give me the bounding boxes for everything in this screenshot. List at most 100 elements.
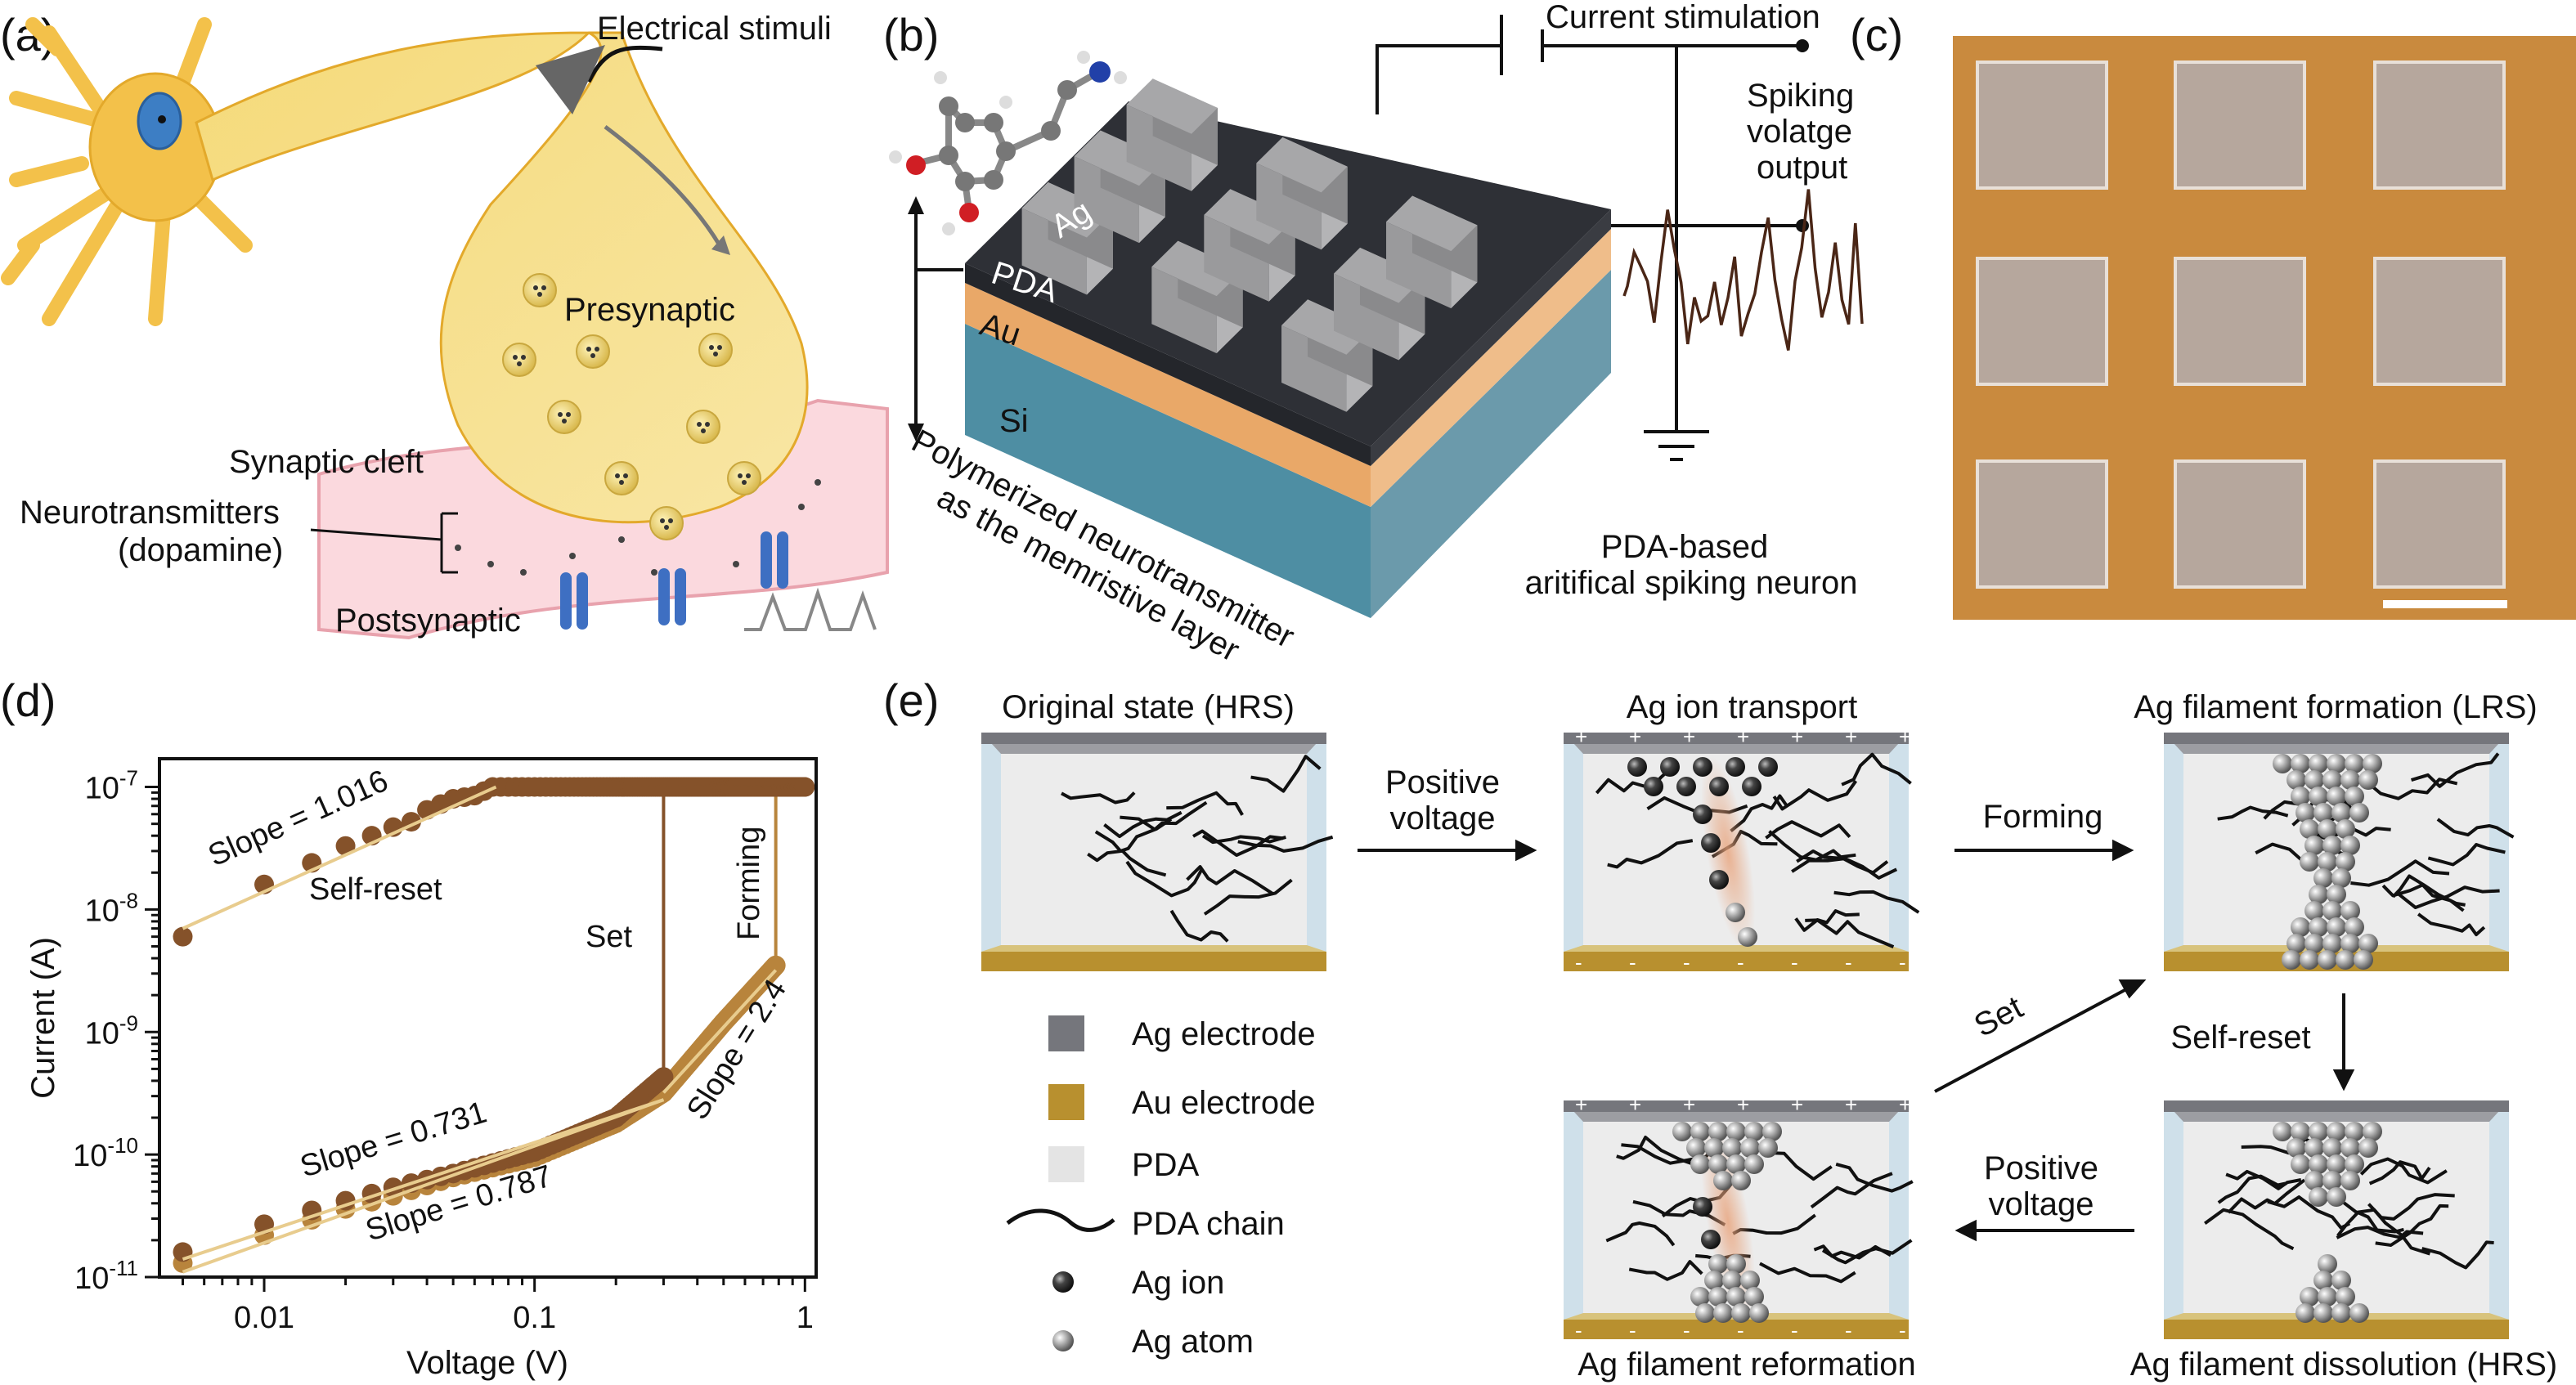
tick-exponent: -11 xyxy=(109,1256,138,1280)
minus-sign: - xyxy=(1683,1318,1690,1342)
ag-atom xyxy=(1726,1154,1746,1174)
ag-atom xyxy=(2358,934,2378,953)
pda-chain xyxy=(2350,859,2450,887)
ag-electrode-cube xyxy=(1281,299,1373,412)
ag-atom xyxy=(2304,770,2324,790)
postsynaptic-signal xyxy=(744,587,877,631)
ag-electrode-cube xyxy=(1334,247,1425,361)
ag-atom xyxy=(2345,754,2364,773)
ag-ion xyxy=(1709,870,1729,890)
ag-atom xyxy=(2331,803,2351,822)
panel-a: (a) Electrical stimuli Presynaptic Synap… xyxy=(0,9,889,640)
ag-atom xyxy=(1758,1138,1778,1158)
ag-atom xyxy=(2340,1138,2360,1158)
ag-atom xyxy=(2309,917,2328,937)
electrode-pad xyxy=(1976,61,2108,190)
label-spiking: Spiking xyxy=(1747,78,1854,114)
cell-filament-dissolution xyxy=(2164,1100,2509,1339)
neurotransmitter-dot xyxy=(569,553,576,559)
ag-atom xyxy=(2336,852,2355,872)
tick-exponent: -7 xyxy=(119,766,138,791)
cell-original-state xyxy=(981,733,1334,971)
pda-chain xyxy=(2227,1178,2306,1214)
neurotransmitter-dot xyxy=(798,504,805,510)
ag-ion xyxy=(1726,757,1745,777)
electrode-pad xyxy=(1976,257,2108,386)
pda-layer-side xyxy=(1371,209,1611,466)
pda-chain xyxy=(1087,849,1167,877)
ag-atom xyxy=(1731,1171,1751,1190)
neurotransmitter-dot xyxy=(520,569,527,576)
pda-chain xyxy=(1841,752,1912,787)
ag-atom xyxy=(2309,1122,2328,1141)
y-tick-label: 10-9 xyxy=(85,1011,138,1051)
ag-atom xyxy=(2336,950,2355,970)
pda-chain xyxy=(1605,1221,1676,1247)
ag-atom xyxy=(2309,787,2328,806)
ag-atom xyxy=(1690,1287,1710,1307)
neurotransmitter-dot xyxy=(487,561,494,567)
legend-item: Ag ion xyxy=(1052,1265,1224,1301)
nucleolus xyxy=(158,115,166,123)
receptors xyxy=(560,531,788,630)
ag-atom xyxy=(2340,1171,2360,1190)
electrode-pad xyxy=(2174,459,2306,589)
ag-ion xyxy=(1709,777,1729,796)
ag-atom xyxy=(2304,1171,2324,1190)
pda-chain xyxy=(1628,1260,1703,1281)
pda-chain xyxy=(1768,830,1856,862)
pda-chain xyxy=(1192,829,1284,857)
iv-chart: (d) 0.01 0.1 110-710-810-910-1010-11Slope … xyxy=(0,675,818,1381)
minus-sign: - xyxy=(1629,950,1636,975)
ag-atom xyxy=(1686,1138,1706,1158)
ag-atom xyxy=(1722,1271,1742,1290)
label-neurotransmitters: Neurotransmitters xyxy=(20,495,280,531)
device-cells: + + + + + + + - - - - - - - + + + + + + + - - - - - - - xyxy=(981,724,2515,1342)
stimulus-wire xyxy=(586,45,663,83)
ag-atom xyxy=(2345,1122,2364,1141)
dopamine-molecule xyxy=(889,51,1127,235)
arrow-label-positive-2: Positive xyxy=(1984,1150,2098,1186)
au-layer-front xyxy=(965,283,1371,507)
minus-sign: - xyxy=(1791,950,1798,975)
state-transport: Ag ion transport xyxy=(1627,689,1857,725)
data-point xyxy=(335,836,356,856)
ag-atom xyxy=(1726,903,1745,922)
ag-atom xyxy=(2291,787,2310,806)
vesicle xyxy=(547,400,581,434)
ag-atom xyxy=(2322,836,2342,855)
ag-atom xyxy=(1744,1122,1764,1141)
legend-item: Au electrode xyxy=(1048,1084,1316,1121)
output-terminal-1 xyxy=(1796,39,1809,52)
pda-chain xyxy=(1730,794,1788,832)
minus-sign: - xyxy=(1899,1318,1906,1342)
ag-atom xyxy=(2309,1187,2328,1207)
pda-chain xyxy=(1607,839,1694,869)
au-bottom-electrode xyxy=(1564,1320,1909,1339)
ag-atom xyxy=(2349,803,2369,822)
arrow-label-forming: Forming xyxy=(1983,799,2103,835)
annotation-forming: Forming xyxy=(732,827,766,940)
pda-chain xyxy=(2427,843,2506,867)
ag-atom xyxy=(2318,1254,2337,1274)
plus-sign: + xyxy=(1629,1092,1641,1117)
ag-atom xyxy=(2336,1287,2355,1307)
ag-atom xyxy=(1690,1154,1710,1174)
pda-chain xyxy=(2217,1174,2286,1204)
pda-chain xyxy=(2359,1157,2448,1185)
pda-swatch xyxy=(1048,1146,1084,1182)
plus-sign: + xyxy=(1737,1092,1749,1117)
state-reformation: Ag filament reformation xyxy=(1577,1347,1916,1383)
spiking-waveform xyxy=(1622,189,1864,351)
tick-base: 10 xyxy=(85,1016,119,1051)
ag-atom xyxy=(1726,1287,1746,1307)
label-presynaptic: Presynaptic xyxy=(564,292,735,328)
panel-c: (c) xyxy=(1850,9,2576,620)
ag-atom xyxy=(1672,1122,1692,1141)
minus-sign: - xyxy=(1845,1318,1852,1342)
vesicle xyxy=(649,506,684,540)
ag-atom xyxy=(2327,917,2346,937)
scale-bar xyxy=(2383,600,2507,608)
electrode-pad xyxy=(2373,257,2506,386)
minus-sign: - xyxy=(1737,950,1744,975)
